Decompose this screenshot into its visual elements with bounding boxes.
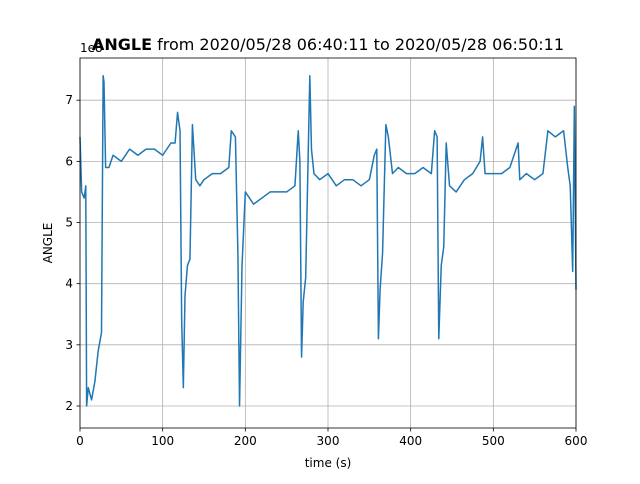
x-tick-label: 200	[234, 434, 257, 448]
offset-text: 1e8	[80, 41, 103, 55]
y-tick-label: 6	[65, 154, 73, 168]
plot-frame	[79, 57, 577, 429]
x-tick-label: 100	[151, 434, 174, 448]
x-tick-label: 600	[565, 434, 588, 448]
chart-title: ANGLE from 2020/05/28 06:40:11 to 2020/0…	[92, 35, 564, 54]
y-tick-label: 5	[65, 216, 73, 230]
data-line	[79, 74, 577, 407]
title-bold: ANGLE	[92, 35, 152, 54]
title-rest: from 2020/05/28 06:40:11 to 2020/05/28 0…	[157, 35, 564, 54]
y-axis-label: ANGLE	[41, 223, 55, 264]
x-tick-label: 300	[317, 434, 340, 448]
x-tick-label: 0	[76, 434, 84, 448]
y-tick-label: 7	[65, 93, 73, 107]
y-tick-label: 3	[65, 338, 73, 352]
x-tick-label: 400	[399, 434, 422, 448]
y-tick-label: 2	[65, 399, 73, 413]
x-axis-label: time (s)	[305, 456, 352, 470]
y-tick-label: 4	[65, 277, 73, 291]
x-tick-label: 500	[482, 434, 505, 448]
